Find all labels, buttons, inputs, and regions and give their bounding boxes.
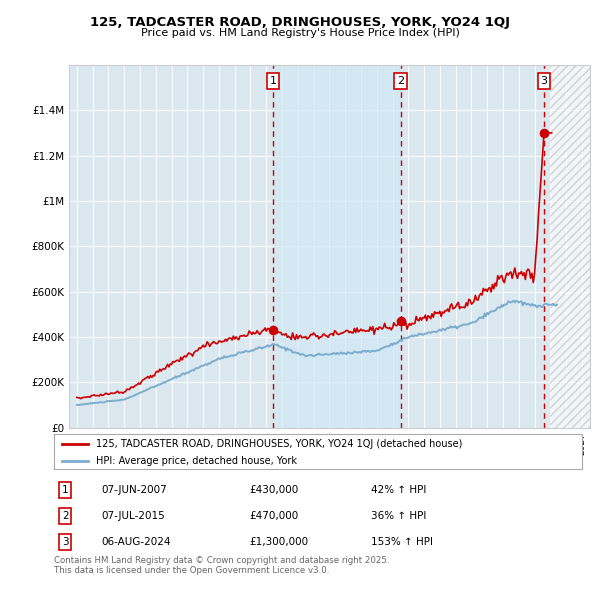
Text: Price paid vs. HM Land Registry's House Price Index (HPI): Price paid vs. HM Land Registry's House … (140, 28, 460, 38)
Text: 36% ↑ HPI: 36% ↑ HPI (371, 510, 426, 520)
Text: 3: 3 (541, 76, 548, 86)
Point (396, 316, 406, 326)
Text: 2: 2 (397, 76, 404, 86)
Point (539, 128, 549, 137)
Text: 2: 2 (62, 510, 68, 520)
Text: 07-JUL-2015: 07-JUL-2015 (101, 510, 165, 520)
Text: 125, TADCASTER ROAD, DRINGHOUSES, YORK, YO24 1QJ: 125, TADCASTER ROAD, DRINGHOUSES, YORK, … (90, 16, 510, 29)
Point (268, 326, 278, 335)
Text: 1: 1 (62, 486, 68, 495)
Text: 07-JUN-2007: 07-JUN-2007 (101, 486, 167, 495)
Text: HPI: Average price, detached house, York: HPI: Average price, detached house, York (96, 456, 297, 466)
Text: 3: 3 (62, 537, 68, 547)
Text: 1: 1 (270, 76, 277, 86)
Text: 42% ↑ HPI: 42% ↑ HPI (371, 486, 426, 495)
Text: £470,000: £470,000 (250, 510, 299, 520)
Text: Contains HM Land Registry data © Crown copyright and database right 2025.
This d: Contains HM Land Registry data © Crown c… (54, 556, 389, 575)
Text: 153% ↑ HPI: 153% ↑ HPI (371, 537, 433, 547)
Text: 06-AUG-2024: 06-AUG-2024 (101, 537, 171, 547)
Text: 125, TADCASTER ROAD, DRINGHOUSES, YORK, YO24 1QJ (detached house): 125, TADCASTER ROAD, DRINGHOUSES, YORK, … (96, 438, 463, 448)
Bar (273, 65, 401, 428)
Text: £430,000: £430,000 (250, 486, 299, 495)
Text: £1,300,000: £1,300,000 (250, 537, 308, 547)
